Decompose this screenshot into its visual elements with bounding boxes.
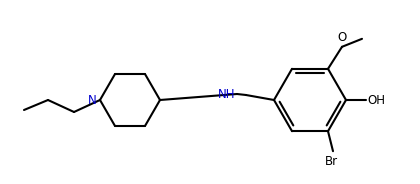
Text: Br: Br xyxy=(324,155,338,168)
Text: NH: NH xyxy=(218,89,235,102)
Text: O: O xyxy=(337,31,346,44)
Text: N: N xyxy=(88,93,97,107)
Text: OH: OH xyxy=(367,93,385,107)
